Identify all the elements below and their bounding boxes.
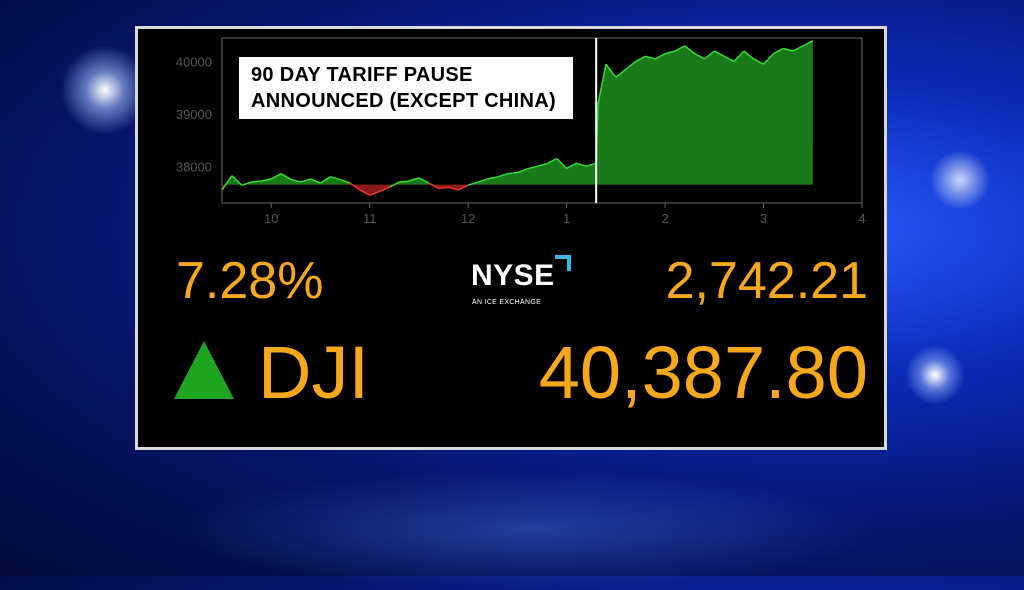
series-line-segment [399, 180, 410, 183]
background-glow [180, 470, 880, 590]
index-symbol: DJI [258, 331, 369, 414]
series-line-segment [645, 55, 656, 60]
series-line-segment [586, 162, 597, 168]
series-line-segment [231, 175, 243, 186]
nyse-logo: NYSE AN ICE EXCHANGE [471, 255, 581, 311]
market-panel: 38000 39000 40000 10 11 12 1 2 3 4 90 DAY TARIFF … [135, 26, 887, 450]
series-line-segment [221, 175, 233, 191]
series-line-segment [477, 178, 489, 183]
series-line-segment [418, 177, 430, 184]
series-line-segment [733, 50, 745, 63]
series-line-segment [556, 157, 568, 169]
series-line-segment [241, 181, 252, 186]
series-line-segment [448, 186, 459, 191]
series-line-segment [290, 178, 301, 183]
x-tick-label: 4 [858, 211, 865, 225]
series-line-segment [723, 55, 735, 63]
series-line-segment [251, 180, 262, 183]
series-line-segment [389, 181, 400, 188]
series-line-segment [428, 182, 439, 189]
series-line-segment [379, 186, 390, 193]
series-line-segment [320, 176, 331, 184]
y-tick-label: 38000 [176, 159, 212, 174]
series-line-segment [310, 178, 321, 184]
series-line-segment [507, 171, 518, 175]
series-line-segment [605, 63, 617, 78]
nyse-tagline: AN ICE EXCHANGE [472, 299, 542, 306]
series-line-segment [467, 181, 479, 186]
area-below-baseline [222, 184, 813, 196]
series-line-segment [546, 157, 558, 165]
series-line-segment [654, 53, 666, 60]
series-line-segment [330, 176, 341, 181]
x-tick-label: 2 [661, 211, 668, 225]
up-arrow-icon [174, 341, 234, 399]
series-line-segment [753, 58, 764, 65]
series-line-segment [792, 45, 804, 52]
series-line-segment [408, 177, 420, 182]
banner-line-2: ANNOUNCED (EXCEPT CHINA) [251, 90, 556, 112]
series-line-segment [566, 162, 577, 170]
news-banner: 90 DAY TARIFF PAUSE ANNOUNCED (EXCEPT CH… [239, 57, 573, 119]
series-line-segment [349, 182, 361, 191]
x-tick-label: 10 [264, 211, 278, 225]
series-line-segment [576, 162, 587, 168]
series-line-segment [517, 168, 528, 174]
banner-line-1: 90 DAY TARIFF PAUSE [251, 64, 473, 86]
series-line-segment [684, 45, 696, 55]
background-glow [905, 345, 965, 405]
series-line-segment [527, 165, 538, 170]
series-line-segment [339, 178, 351, 184]
series-line-segment [497, 172, 508, 178]
series-line-segment [694, 53, 705, 60]
series-line-segment [615, 68, 627, 78]
x-tick-label: 11 [363, 211, 377, 225]
series-line-segment [597, 64, 607, 104]
x-tick-label: 12 [461, 211, 475, 225]
series-line-segment [773, 47, 784, 55]
area-above-baseline [222, 40, 813, 185]
series-line-segment [438, 186, 449, 190]
plot-frame [221, 37, 863, 204]
index-value: 40,387.80 [538, 331, 868, 414]
x-tick-label: 1 [563, 211, 570, 225]
series-line-segment [280, 173, 292, 181]
series-line-segment [625, 60, 637, 71]
points-change: 2,742.21 [665, 252, 868, 310]
series-line-segment [369, 190, 380, 196]
series-line-segment [783, 47, 794, 52]
y-tick-label: 40000 [176, 55, 212, 70]
series-line-segment [802, 39, 814, 47]
series-line-segment [300, 178, 311, 183]
background-glow [930, 150, 990, 210]
series-line-segment [270, 173, 282, 180]
percent-change: 7.28% [176, 252, 324, 310]
series-line-segment [703, 50, 715, 60]
series-line-segment [762, 53, 774, 65]
series-line-segment [664, 50, 676, 55]
series-line-segment [674, 45, 686, 52]
series-line-segment [635, 55, 646, 63]
series-line-segment [536, 162, 548, 168]
series-line-segment [359, 189, 371, 196]
series-line-segment [261, 178, 272, 182]
nyse-wordmark: NYSE [471, 259, 555, 292]
series-line-segment [487, 176, 498, 180]
y-tick-label: 39000 [176, 107, 212, 122]
series-line-segment [743, 50, 755, 60]
series-line-segment [457, 184, 469, 191]
nyse-corner-icon [555, 255, 571, 271]
x-tick-label: 3 [760, 211, 767, 225]
series-line-segment [713, 50, 725, 57]
